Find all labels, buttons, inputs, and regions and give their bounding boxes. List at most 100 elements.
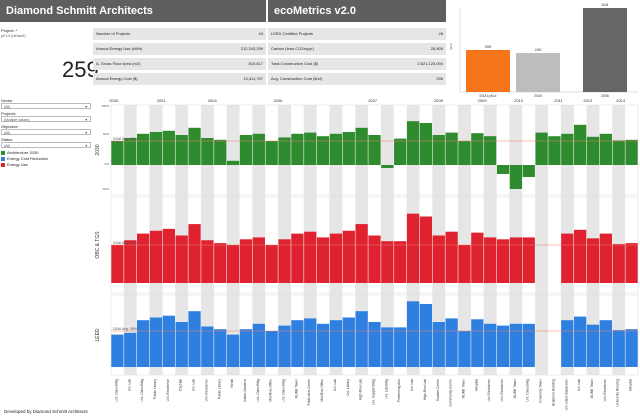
bar-energy-use bbox=[496, 239, 510, 283]
bar-value-label: 518 bbox=[602, 2, 609, 7]
average-label: DSAI Avg. 39% bbox=[113, 327, 137, 331]
stripe bbox=[200, 105, 214, 375]
bar-energy-use bbox=[278, 239, 291, 283]
bar-energy-use bbox=[239, 239, 253, 283]
bar-architecture-2030 bbox=[599, 133, 612, 165]
bar-architecture-2030 bbox=[625, 139, 638, 165]
filter-status-label: Status bbox=[1, 137, 13, 142]
bar-energy-use bbox=[522, 237, 535, 283]
category-label: Uni. Lab bbox=[127, 379, 131, 391]
stat-row: A. Gross Floor Area (m2) 819,817 bbox=[93, 58, 266, 70]
bar-architecture-2030 bbox=[574, 124, 587, 165]
stat-row: Avg. Construction Cost ($/sf) 296 bbox=[268, 73, 446, 85]
stat-row: Number of Projects 43 bbox=[93, 28, 266, 40]
stripe bbox=[226, 105, 240, 375]
bar-energy-use bbox=[612, 244, 625, 283]
panel-frame bbox=[110, 294, 639, 376]
category-label: Uni. Residence bbox=[204, 379, 208, 402]
y-tick-label: 0% bbox=[105, 162, 110, 166]
bar-energy-cost-reduction bbox=[265, 331, 278, 367]
year-label: 2010 bbox=[514, 98, 524, 103]
bar-1 bbox=[516, 53, 560, 92]
chevron-down-icon: ▼ bbox=[84, 105, 88, 109]
bar-architecture-2030 bbox=[239, 135, 253, 165]
bar-architecture-2030 bbox=[252, 133, 265, 165]
bar-architecture-2030 bbox=[175, 135, 188, 165]
category-label: Public Library bbox=[153, 379, 157, 399]
bar-energy-use bbox=[201, 240, 214, 283]
bar-energy-use bbox=[471, 232, 484, 283]
stat-row: LEED Certified Projects 28 bbox=[268, 28, 446, 40]
bar-energy-cost-reduction bbox=[509, 323, 523, 367]
bar-architecture-2030 bbox=[226, 160, 240, 165]
bar-energy-cost-reduction bbox=[111, 334, 124, 367]
bar-energy-cost-reduction bbox=[137, 320, 150, 367]
footer-text: Developed by Diamond Schmitt Architects bbox=[4, 409, 88, 414]
category-label: Uni. Lab bbox=[192, 379, 196, 391]
stat-row: Total Construction Cost ($) 2,621,120,000 bbox=[268, 58, 446, 70]
category-label: MURB Tower bbox=[513, 378, 517, 398]
legend-swatch bbox=[1, 162, 5, 167]
year-label: 2004 bbox=[208, 98, 218, 103]
bar-energy-use bbox=[419, 216, 433, 283]
panel-frame bbox=[110, 104, 639, 196]
category-label: University Housing bbox=[616, 379, 620, 407]
category-label: Uni. Class Bldg bbox=[526, 379, 530, 402]
year-label: 2009 bbox=[478, 98, 488, 103]
bar-energy-use bbox=[137, 233, 150, 283]
bar-energy-use bbox=[188, 224, 201, 283]
bar-category-label: 2030 bbox=[534, 94, 542, 98]
legend-item: Energy Use bbox=[1, 162, 93, 168]
bar-architecture-2030 bbox=[342, 132, 355, 165]
bar-energy-cost-reduction bbox=[162, 315, 175, 367]
bar-energy-cost-reduction bbox=[252, 323, 265, 367]
year-label: 2006 bbox=[273, 98, 283, 103]
panel-label: OBC & TGS bbox=[95, 231, 101, 259]
category-label: MURB Tower bbox=[294, 378, 298, 398]
panel-label: LEED bbox=[95, 328, 101, 341]
bar-energy-cost-reduction bbox=[124, 332, 137, 367]
bar-energy-use bbox=[149, 230, 163, 283]
header-right: ecoMetrics v2.0 bbox=[268, 0, 446, 22]
category-label: High-Rise Lab bbox=[423, 379, 427, 400]
bar-energy-use bbox=[381, 241, 394, 283]
bar-energy-use bbox=[329, 233, 343, 283]
bar-energy-cost-reduction bbox=[226, 334, 240, 367]
bar-architecture-2030 bbox=[496, 165, 510, 174]
bar-energy-use bbox=[291, 233, 304, 283]
bar-energy-cost-reduction bbox=[522, 323, 535, 367]
stat-row: Annual Energy Use (kWh) 212,343,299 bbox=[93, 43, 266, 55]
year-label: 2014 bbox=[616, 98, 626, 103]
objective-select[interactable]: (All) ▼ bbox=[1, 129, 91, 135]
bar-energy-cost-reduction bbox=[304, 318, 317, 367]
header-left: Diamond Schmitt Architects bbox=[0, 0, 266, 22]
bar-energy-use bbox=[304, 231, 317, 283]
stats-left-panel: Number of Projects 43 Annual Energy Use (… bbox=[93, 28, 266, 85]
bar-architecture-2030 bbox=[291, 133, 304, 165]
bar-architecture-2030 bbox=[406, 121, 420, 165]
bar-energy-cost-reduction bbox=[329, 320, 343, 367]
bar-energy-cost-reduction bbox=[484, 323, 497, 367]
bar-energy-cost-reduction bbox=[496, 325, 510, 367]
category-label: MURB Tower bbox=[461, 378, 465, 398]
bar-energy-use bbox=[162, 228, 175, 283]
bar-energy-use bbox=[509, 237, 523, 283]
category-label: Uni. Class Bldg bbox=[282, 379, 286, 402]
category-label: Uni. Lab Bldg bbox=[384, 379, 388, 399]
bar-architecture-2030 bbox=[458, 141, 471, 165]
category-label: Community Centre bbox=[449, 379, 453, 407]
bar-energy-use bbox=[355, 224, 368, 283]
sector-select[interactable]: (All) ▼ bbox=[1, 103, 91, 109]
bar-architecture-2030 bbox=[548, 136, 561, 165]
category-label: University Tower bbox=[539, 378, 543, 403]
status-select[interactable]: (All) ▼ bbox=[1, 142, 91, 148]
category-label: Uni. Class Expansion bbox=[564, 379, 568, 411]
bar-energy-cost-reduction bbox=[612, 330, 625, 367]
bar-energy-cost-reduction bbox=[175, 322, 188, 367]
bar-architecture-2030 bbox=[522, 165, 535, 177]
bar-architecture-2030 bbox=[188, 127, 201, 165]
category-label: Student Centre bbox=[436, 379, 440, 401]
projects-select[interactable]: (Multiple values) ▼ bbox=[1, 116, 91, 122]
bar-energy-cost-reduction bbox=[368, 322, 381, 367]
bar-energy-use bbox=[586, 238, 600, 283]
